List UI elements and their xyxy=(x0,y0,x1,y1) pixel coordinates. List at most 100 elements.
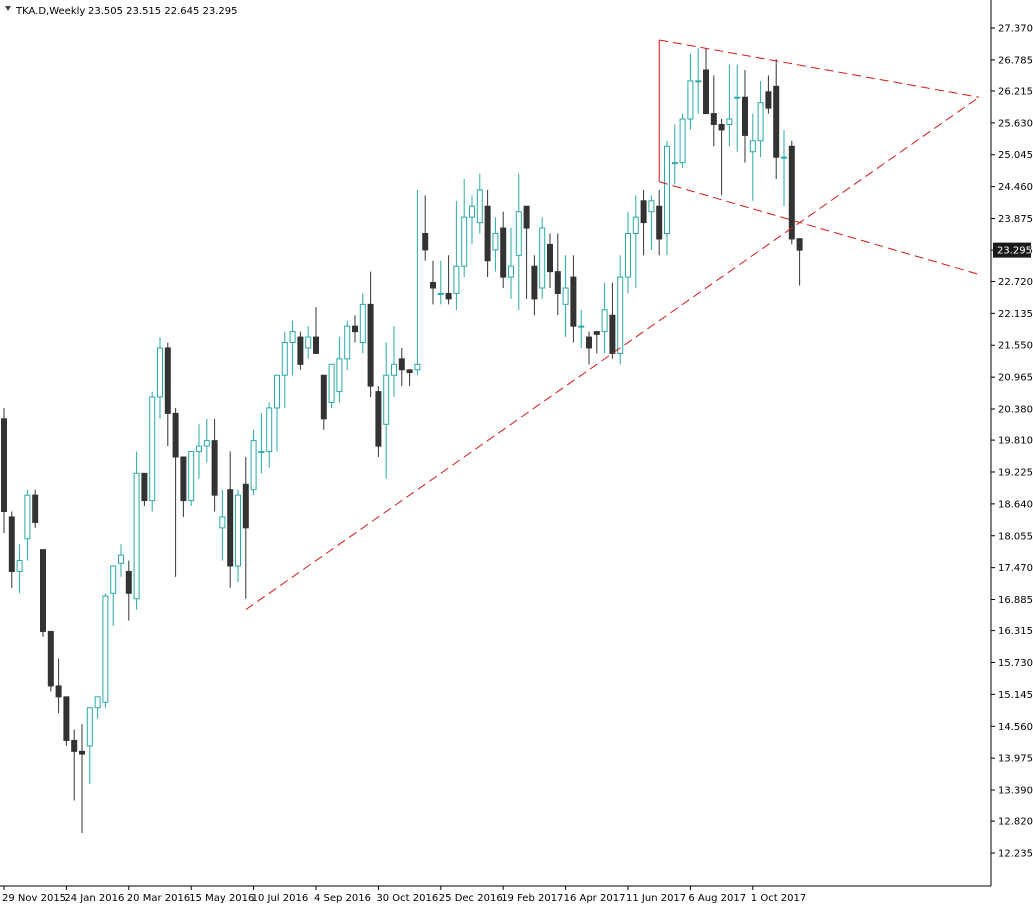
candle[interactable] xyxy=(196,424,202,479)
candle[interactable] xyxy=(118,544,124,577)
candle[interactable] xyxy=(235,489,241,583)
candle[interactable] xyxy=(164,342,171,447)
candle[interactable] xyxy=(86,707,93,785)
candle[interactable] xyxy=(539,217,546,299)
candle[interactable] xyxy=(211,418,218,512)
candle[interactable] xyxy=(320,374,327,430)
candle[interactable] xyxy=(625,211,631,294)
candle[interactable] xyxy=(781,129,787,207)
candle[interactable] xyxy=(289,320,296,376)
candle[interactable] xyxy=(476,173,483,234)
candle[interactable] xyxy=(266,402,273,468)
candle[interactable] xyxy=(40,549,46,637)
candle[interactable] xyxy=(757,80,764,158)
candle[interactable] xyxy=(531,255,538,316)
candle[interactable] xyxy=(383,342,390,479)
candle[interactable] xyxy=(765,75,772,114)
candle[interactable] xyxy=(562,255,569,338)
candle[interactable] xyxy=(648,195,655,250)
candle[interactable] xyxy=(640,189,647,256)
candle[interactable] xyxy=(32,489,39,528)
candle[interactable] xyxy=(274,374,280,452)
candle[interactable] xyxy=(79,724,85,834)
collapse-triangle-icon[interactable] xyxy=(5,6,11,11)
candle[interactable] xyxy=(734,64,741,152)
candle[interactable] xyxy=(695,48,702,114)
candle[interactable] xyxy=(188,451,195,507)
candle[interactable] xyxy=(578,309,585,348)
candle[interactable] xyxy=(437,260,444,305)
candle[interactable] xyxy=(172,407,179,577)
candle[interactable] xyxy=(422,195,429,261)
candle[interactable] xyxy=(593,331,600,354)
candle[interactable] xyxy=(110,565,117,626)
candle[interactable] xyxy=(313,307,319,354)
candle[interactable] xyxy=(336,337,343,403)
candle[interactable] xyxy=(359,293,366,354)
candle[interactable] xyxy=(55,658,62,714)
candle[interactable] xyxy=(718,119,725,196)
candle[interactable] xyxy=(102,593,109,708)
candle[interactable] xyxy=(398,347,405,387)
candle[interactable] xyxy=(71,729,78,801)
candle[interactable] xyxy=(94,696,101,719)
candle[interactable] xyxy=(773,59,780,179)
candle[interactable] xyxy=(297,331,304,370)
candle[interactable] xyxy=(227,451,234,588)
candle[interactable] xyxy=(547,233,553,289)
candle[interactable] xyxy=(656,189,663,256)
candle[interactable] xyxy=(305,326,312,359)
candle[interactable] xyxy=(157,337,163,419)
candle[interactable] xyxy=(219,489,226,561)
candle[interactable] xyxy=(16,544,23,594)
candle[interactable] xyxy=(453,200,460,310)
candle[interactable] xyxy=(414,189,421,376)
candle[interactable] xyxy=(664,140,670,256)
candle[interactable] xyxy=(671,124,678,185)
candle[interactable] xyxy=(8,511,15,588)
candle[interactable] xyxy=(742,69,748,163)
candle[interactable] xyxy=(749,113,756,201)
candle[interactable] xyxy=(24,489,31,561)
candle[interactable] xyxy=(203,418,210,463)
candle[interactable] xyxy=(406,369,413,387)
candle[interactable] xyxy=(687,53,694,130)
candle[interactable] xyxy=(430,260,436,305)
candle[interactable] xyxy=(391,326,397,398)
candle[interactable] xyxy=(609,282,616,359)
candle[interactable] xyxy=(258,413,265,474)
candle[interactable] xyxy=(367,271,374,398)
trendline[interactable] xyxy=(245,96,980,611)
candle[interactable] xyxy=(515,173,522,310)
candle[interactable] xyxy=(632,195,639,289)
candle[interactable] xyxy=(586,331,592,365)
candle[interactable] xyxy=(710,75,717,147)
candle[interactable] xyxy=(523,205,530,299)
candle[interactable] xyxy=(788,140,795,245)
candle[interactable] xyxy=(461,178,468,278)
candle[interactable] xyxy=(1,407,7,534)
candle[interactable] xyxy=(554,233,561,316)
candle[interactable] xyxy=(703,48,709,115)
candle[interactable] xyxy=(242,456,249,599)
candle[interactable] xyxy=(679,113,686,169)
candle[interactable] xyxy=(328,363,335,408)
candle[interactable] xyxy=(63,696,70,746)
candle[interactable] xyxy=(445,255,452,305)
candle[interactable] xyxy=(250,429,257,496)
candle[interactable] xyxy=(149,391,156,512)
candle[interactable] xyxy=(47,630,54,692)
candle[interactable] xyxy=(352,315,358,343)
candle[interactable] xyxy=(617,255,624,365)
candle[interactable] xyxy=(570,255,577,343)
candle[interactable] xyxy=(141,472,148,507)
candle[interactable] xyxy=(375,386,382,457)
candle[interactable] xyxy=(492,217,499,272)
candle[interactable] xyxy=(508,228,514,299)
candle[interactable] xyxy=(469,195,475,245)
candle[interactable] xyxy=(796,238,803,286)
candle[interactable] xyxy=(500,211,507,289)
candle[interactable] xyxy=(125,560,132,621)
